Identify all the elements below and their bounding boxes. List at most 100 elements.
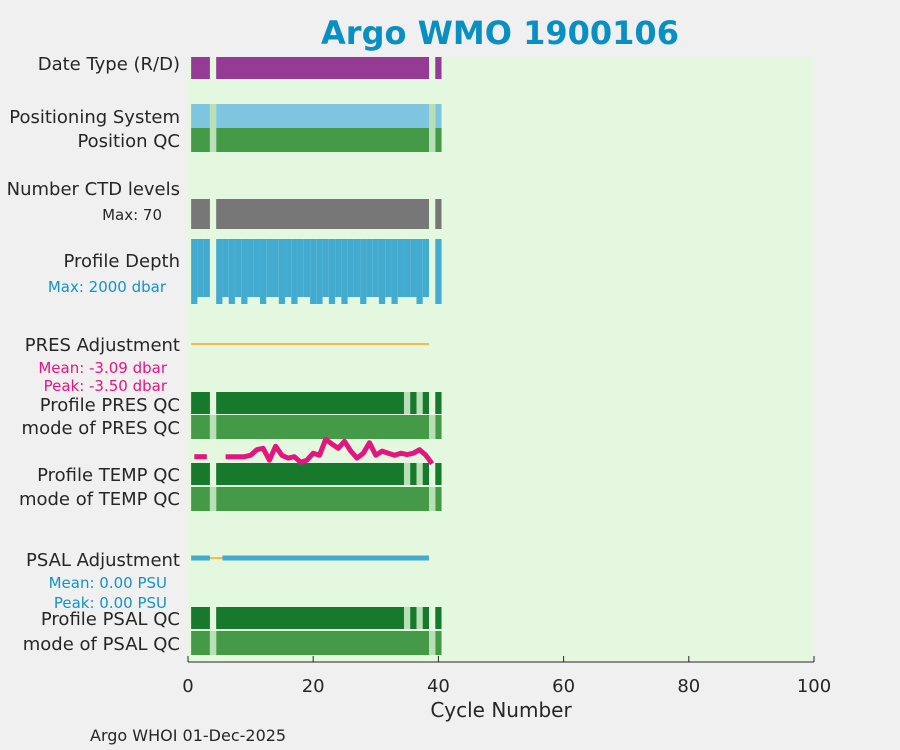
profile-depth-bar <box>247 239 254 297</box>
position-qc-bar <box>216 128 430 152</box>
profile-psal-qc-bar <box>191 607 210 629</box>
profile-depth-bar <box>297 239 304 297</box>
row-label-mode-psal-qc: mode of PSAL QC <box>23 634 180 655</box>
mode-psal-qc-bar <box>216 631 430 655</box>
mode-temp-qc-bar <box>435 487 442 511</box>
mode-temp-qc-gap <box>429 487 436 511</box>
profile-temp-qc-flag <box>403 463 411 485</box>
profile-temp-qc-bar <box>435 463 442 485</box>
row-label-psal-adjustment: PSAL Adjustment <box>26 550 180 571</box>
mode-temp-qc-gap <box>209 487 217 511</box>
profile-depth-bar <box>416 239 423 304</box>
profile-pres-qc-bar <box>435 392 442 414</box>
profile-depth-bar <box>291 239 298 304</box>
profile-depth-bar <box>385 239 392 297</box>
mode-psal-qc-gap <box>209 631 217 655</box>
profile-depth-bar <box>335 239 342 297</box>
profile-depth-bar <box>403 239 411 297</box>
mode-psal-qc-bar <box>191 631 210 655</box>
profile-depth-bar <box>397 239 404 297</box>
depth-max-annotation: Max: 2000 dbar <box>48 278 167 296</box>
mode-pres-qc-gap <box>209 415 217 439</box>
profile-psal-qc-flag <box>403 607 411 629</box>
profile-pres-qc-bar <box>216 392 430 414</box>
x-tick-label: 80 <box>677 676 700 697</box>
position-qc-bar <box>435 128 442 152</box>
row-label-positioning-system: Positioning System <box>9 107 180 128</box>
profile-depth-bar <box>222 239 229 297</box>
profile-depth-bar <box>234 239 242 297</box>
x-tick-label: 60 <box>552 676 575 697</box>
row-label-profile-depth: Profile Depth <box>63 251 180 272</box>
position-gap-marker <box>429 104 436 152</box>
profile-depth-bar <box>422 239 430 297</box>
mode-pres-qc-bar <box>435 415 442 439</box>
profile-depth-bar <box>191 239 198 304</box>
profile-depth-bar <box>391 239 398 304</box>
profile-depth-bar <box>310 239 317 304</box>
profile-depth-bar <box>372 239 379 297</box>
date-type-bar <box>435 57 442 79</box>
date-type-bar <box>216 57 430 79</box>
profile-depth-bar <box>328 239 336 304</box>
ctd-levels-bar <box>216 199 430 229</box>
profile-depth-bar <box>378 239 386 304</box>
pres-adjustment-line <box>225 436 435 466</box>
row-label-profile-temp-qc: Profile TEMP QC <box>37 465 180 486</box>
profile-depth-bar <box>197 239 204 297</box>
profile-pres-qc-flag <box>403 392 411 414</box>
profile-depth-bar <box>228 239 235 304</box>
profile-depth-bar <box>347 239 354 297</box>
profile-depth-bar <box>341 239 348 304</box>
profile-depth-bar <box>272 239 279 297</box>
row-label-date-type: Date Type (R/D) <box>38 54 180 75</box>
row-label-profile-psal-qc: Profile PSAL QC <box>41 609 180 630</box>
psal-peak-annotation: Peak: 0.00 PSU <box>54 594 167 612</box>
positioning-system-bar <box>191 104 210 128</box>
mode-pres-qc-bar <box>191 415 210 439</box>
chart-title: Argo WMO 1900106 <box>321 14 679 52</box>
position-gap-marker <box>209 104 217 152</box>
profile-depth-bar <box>259 239 267 304</box>
mode-psal-qc-gap <box>429 631 436 655</box>
row-label-mode-temp-qc: mode of TEMP QC <box>19 489 180 510</box>
footer-text: Argo WHOI 01-Dec-2025 <box>90 726 286 745</box>
profile-depth-bar <box>203 239 210 297</box>
ctd-levels-bar <box>435 199 442 229</box>
x-tick-label: 0 <box>182 676 193 697</box>
profile-depth-bar <box>216 239 223 304</box>
data-marks <box>191 57 442 655</box>
mode-pres-qc-bar <box>216 415 430 439</box>
profile-depth-bar <box>410 239 417 297</box>
row-label-number-ctd-levels: Number CTD levels <box>7 179 180 200</box>
profile-depth-bar <box>322 239 329 297</box>
profile-depth-bar <box>316 239 323 304</box>
mode-temp-qc-bar <box>216 487 430 511</box>
mode-pres-qc-gap <box>429 415 436 439</box>
profile-depth-bar <box>285 239 292 297</box>
row-label-profile-pres-qc: Profile PRES QC <box>40 395 180 416</box>
profile-depth-bar <box>253 239 260 297</box>
profile-depth-bar <box>353 239 361 297</box>
profile-depth-bar <box>278 239 286 304</box>
profile-temp-qc-bar <box>191 463 210 485</box>
position-qc-bar <box>191 128 210 152</box>
date-type-bar <box>191 57 210 79</box>
profile-pres-qc-flag <box>416 392 423 414</box>
row-label-position-qc: Position QC <box>77 131 180 152</box>
ctd-levels-bar <box>191 199 210 229</box>
x-tick-label: 100 <box>797 676 831 697</box>
pres-peak-annotation: Peak: -3.50 dbar <box>44 377 168 395</box>
row-label-pres-adjustment: PRES Adjustment <box>25 335 180 356</box>
profile-depth-bar <box>266 239 273 297</box>
profile-temp-qc-flag <box>416 463 423 485</box>
profile-psal-qc-bar <box>216 607 430 629</box>
profile-psal-qc-flag <box>416 607 423 629</box>
profile-depth-bar <box>435 239 442 304</box>
psal-mean-annotation: Mean: 0.00 PSU <box>49 574 167 592</box>
positioning-system-bar <box>216 104 430 128</box>
x-tick-label: 40 <box>427 676 450 697</box>
profile-depth-bar <box>241 239 248 304</box>
profile-depth-bar <box>303 239 311 297</box>
